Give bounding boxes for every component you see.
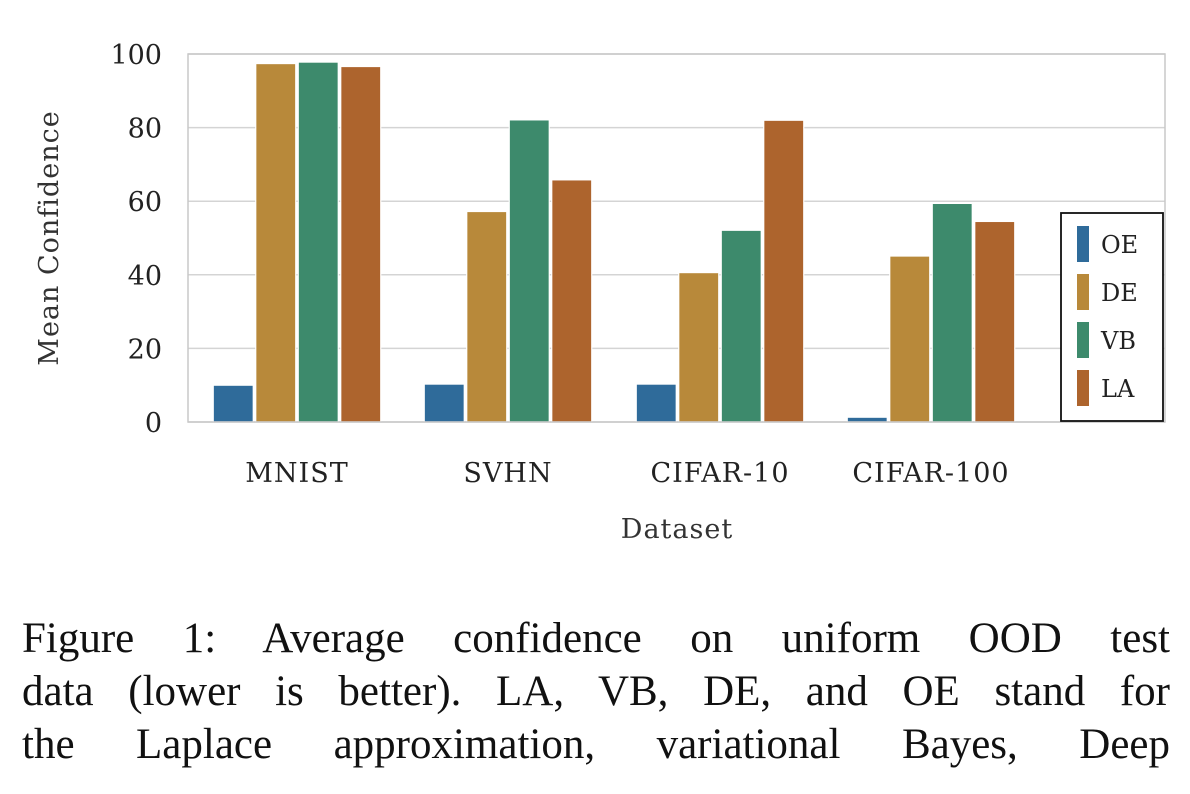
legend-label-de: DE xyxy=(1101,279,1138,307)
legend-label-oe: OE xyxy=(1101,231,1138,259)
legend: OE DE VB LA xyxy=(1060,212,1164,422)
bar-oe-mnist xyxy=(212,384,254,423)
y-tick-label: 80 xyxy=(128,114,162,145)
legend-swatch-la xyxy=(1077,370,1089,406)
x-tick-label: CIFAR-10 xyxy=(650,458,789,489)
bar-de-mnist xyxy=(255,62,297,423)
bar-oe-svhn xyxy=(423,383,465,423)
plot-frame xyxy=(187,53,1166,423)
y-axis-label: Mean Confidence xyxy=(34,110,65,365)
figure-caption: Figure 1: Average confidence on uniform … xyxy=(22,612,1170,771)
bar-de-cifar-100 xyxy=(889,255,931,423)
bar-la-cifar-100 xyxy=(974,220,1016,423)
bar-vb-cifar-10 xyxy=(720,229,762,423)
y-tick-label: 20 xyxy=(128,334,162,365)
legend-swatch-vb xyxy=(1077,322,1089,358)
caption-line: data (lower is better). LA, VB, DE, and … xyxy=(22,668,1170,715)
bar-vb-mnist xyxy=(297,61,339,423)
y-tick-label: 100 xyxy=(110,40,162,71)
bar-de-svhn xyxy=(466,210,508,423)
y-tick-label: 60 xyxy=(128,187,162,218)
bar-la-svhn xyxy=(551,179,593,423)
y-tick-labels: 0 20 40 60 80 100 xyxy=(110,40,162,439)
x-tick-label: CIFAR-100 xyxy=(852,458,1009,489)
bar-oe-cifar-10 xyxy=(635,383,677,423)
legend-swatch-de xyxy=(1077,274,1089,310)
bars xyxy=(212,61,1016,423)
x-tick-label: SVHN xyxy=(463,458,552,489)
bar-la-cifar-10 xyxy=(763,119,805,423)
x-axis-label: Dataset xyxy=(621,514,733,545)
legend-label-la: LA xyxy=(1101,375,1135,403)
y-tick-label: 40 xyxy=(128,261,162,292)
bar-la-mnist xyxy=(340,65,382,423)
bar-vb-svhn xyxy=(508,119,550,423)
bar-vb-cifar-100 xyxy=(931,202,973,423)
caption-line: the Laplace approximation, variational B… xyxy=(22,721,1170,768)
y-tick-label: 0 xyxy=(145,408,162,439)
x-tick-labels: MNIST SVHN CIFAR-10 CIFAR-100 xyxy=(245,458,1009,489)
legend-swatch-oe xyxy=(1077,226,1089,262)
legend-label-vb: VB xyxy=(1100,327,1136,355)
bar-de-cifar-10 xyxy=(678,271,720,423)
x-tick-label: MNIST xyxy=(245,458,348,489)
caption-line: Figure 1: Average confidence on uniform … xyxy=(22,615,1170,662)
